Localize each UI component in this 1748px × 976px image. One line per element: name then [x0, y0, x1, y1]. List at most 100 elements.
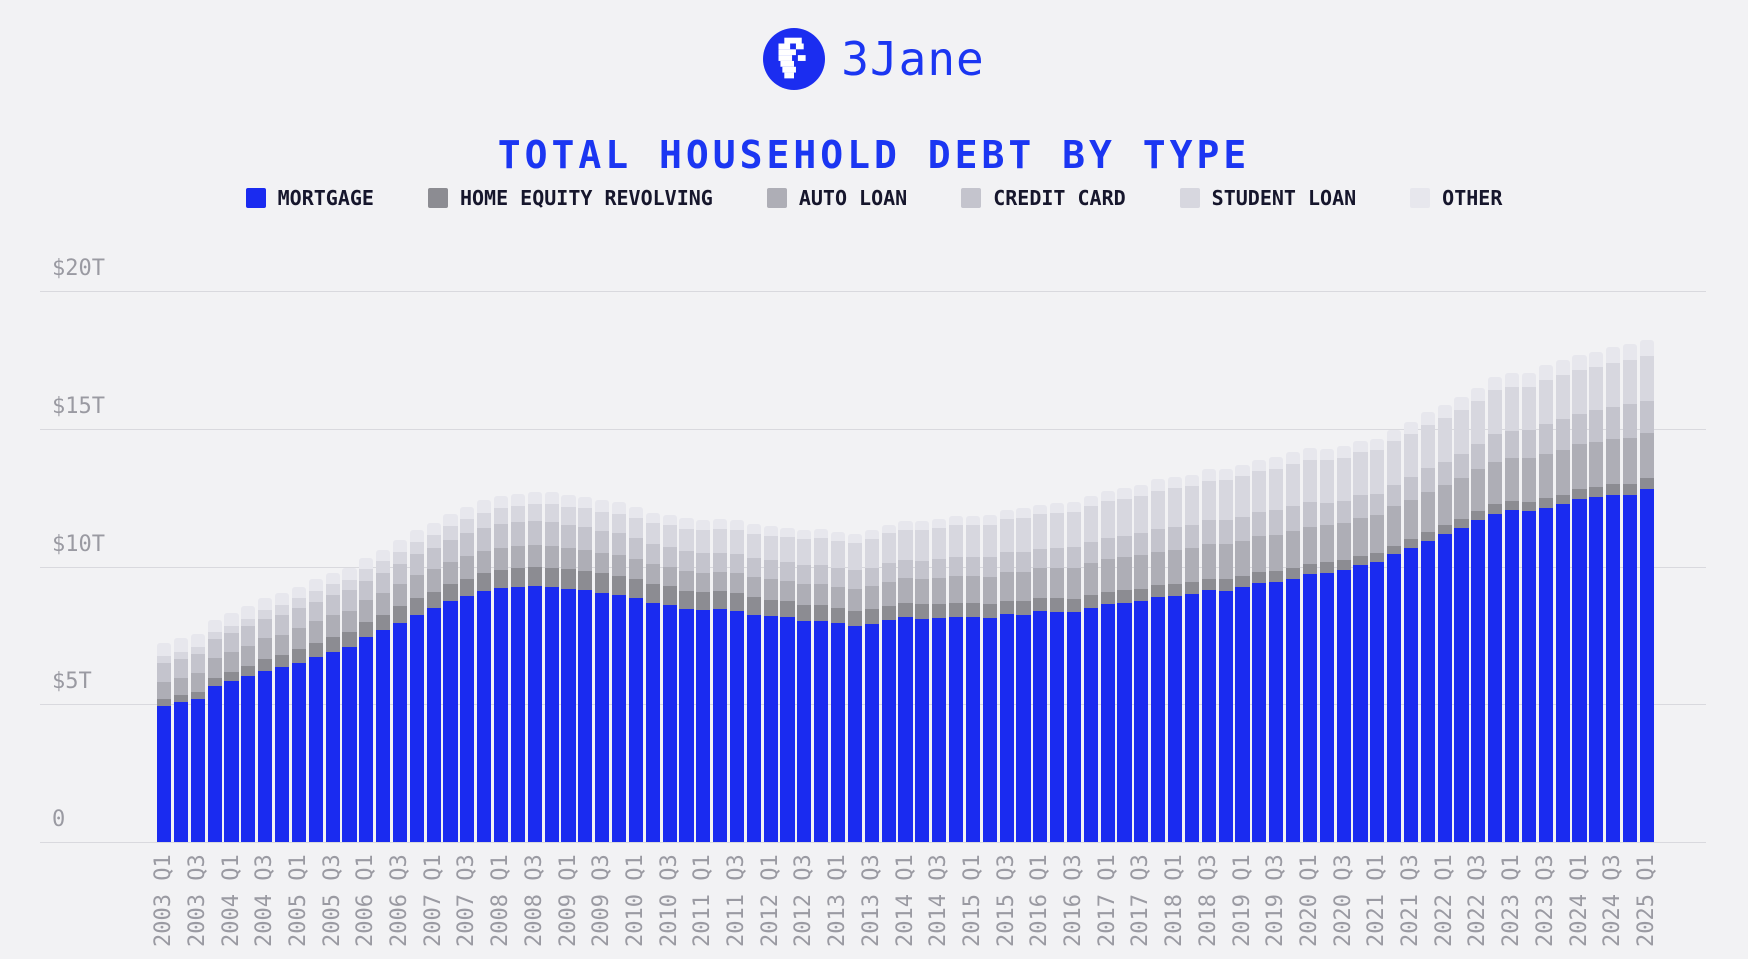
bar-2021-q2[interactable] [1387, 429, 1402, 842]
bar-2020-q1[interactable] [1302, 448, 1317, 842]
bar-2017-q4[interactable] [1151, 479, 1166, 842]
bar-2024-q1[interactable] [1572, 354, 1587, 842]
bar-2017-q1[interactable] [1100, 491, 1115, 842]
bar-2019-q3[interactable] [1269, 457, 1284, 842]
legend-item-home-equity-revolving[interactable]: HOME EQUITY REVOLVING [427, 186, 713, 210]
bar-2006-q4[interactable] [409, 530, 424, 842]
bar-2011-q1[interactable] [696, 519, 711, 842]
bar-2008-q1[interactable] [494, 496, 509, 842]
bar-2019-q4[interactable] [1285, 452, 1301, 842]
bar-2007-q2[interactable] [443, 514, 458, 842]
bar-2018-q1[interactable] [1168, 477, 1183, 842]
bar-2010-q3[interactable] [662, 514, 677, 842]
bar-2024-q4[interactable] [1622, 344, 1638, 842]
bar-2014-q2[interactable] [915, 520, 930, 842]
bar-2019-q2[interactable] [1252, 459, 1267, 842]
bar-2022-q1[interactable] [1437, 405, 1452, 842]
legend-item-credit-card[interactable]: CREDIT CARD [961, 186, 1126, 210]
bar-2022-q3[interactable] [1471, 387, 1486, 842]
bar-2013-q3[interactable] [864, 530, 879, 842]
bar-2003-q2[interactable] [173, 638, 189, 842]
bar-2021-q3[interactable] [1403, 422, 1419, 842]
bar-2023-q1[interactable] [1505, 372, 1520, 842]
bar-2006-q1[interactable] [359, 558, 374, 842]
bar-2007-q4[interactable] [477, 500, 492, 842]
bar-2015-q3[interactable] [999, 510, 1014, 842]
bar-segment-other [1403, 422, 1419, 434]
bar-segment-auto-loan [1083, 563, 1098, 596]
bar-2017-q3[interactable] [1134, 484, 1149, 842]
bar-2023-q4[interactable] [1555, 360, 1570, 842]
bar-2005-q2[interactable] [308, 579, 323, 842]
legend-item-auto-loan[interactable]: AUTO LOAN [766, 186, 907, 210]
bar-2006-q3[interactable] [392, 540, 408, 842]
bar-2021-q1[interactable] [1370, 438, 1385, 842]
bar-2014-q4[interactable] [948, 516, 964, 842]
bar-2012-q1[interactable] [763, 526, 778, 842]
bar-2011-q4[interactable] [746, 524, 761, 842]
bar-segment-other [510, 493, 526, 506]
bar-2005-q3[interactable] [325, 572, 340, 842]
bar-2010-q2[interactable] [645, 512, 660, 842]
bar-2018-q3[interactable] [1201, 469, 1216, 842]
legend-item-student-loan[interactable]: STUDENT LOAN [1179, 186, 1356, 210]
bar-segment-other [763, 526, 778, 536]
bar-2020-q4[interactable] [1353, 440, 1368, 842]
bar-2003-q4[interactable] [207, 619, 222, 842]
bar-2020-q2[interactable] [1319, 448, 1334, 842]
bar-2009-q4[interactable] [611, 502, 627, 842]
bar-2022-q2[interactable] [1454, 397, 1469, 842]
bar-2014-q3[interactable] [932, 519, 947, 842]
bar-2013-q1[interactable] [831, 532, 846, 842]
bar-2007-q1[interactable] [426, 523, 441, 842]
bar-2009-q1[interactable] [561, 495, 576, 842]
bar-2013-q4[interactable] [881, 524, 896, 842]
bar-2024-q3[interactable] [1606, 347, 1621, 842]
bar-2016-q4[interactable] [1083, 495, 1098, 842]
bar-2009-q3[interactable] [595, 500, 610, 842]
bar-2016-q2[interactable] [1050, 503, 1065, 842]
bar-2015-q4[interactable] [1016, 508, 1031, 842]
bar-2011-q3[interactable] [729, 520, 745, 842]
bar-segment-credit-card [291, 608, 306, 628]
bar-2018-q2[interactable] [1184, 475, 1200, 842]
bar-2022-q4[interactable] [1488, 376, 1503, 842]
bar-2024-q2[interactable] [1589, 351, 1604, 842]
bar-2008-q3[interactable] [527, 492, 542, 842]
bar-2016-q3[interactable] [1066, 501, 1082, 842]
bar-2014-q1[interactable] [898, 520, 913, 842]
bar-2021-q4[interactable] [1420, 412, 1435, 842]
bar-2015-q2[interactable] [982, 515, 997, 842]
bar-2020-q3[interactable] [1336, 446, 1351, 842]
bar-2008-q2[interactable] [510, 493, 526, 842]
legend-item-other[interactable]: OTHER [1410, 186, 1502, 210]
bar-2005-q1[interactable] [291, 586, 306, 842]
bar-2010-q4[interactable] [679, 518, 694, 842]
bar-2005-q4[interactable] [342, 568, 357, 842]
bar-2008-q4[interactable] [544, 492, 559, 842]
bar-2015-q1[interactable] [965, 515, 980, 842]
bar-2007-q3[interactable] [460, 506, 475, 842]
bar-2009-q2[interactable] [578, 497, 593, 842]
bar-2004-q3[interactable] [258, 598, 273, 842]
bar-2012-q4[interactable] [814, 529, 829, 842]
bar-2012-q3[interactable] [797, 530, 812, 842]
bar-2003-q1[interactable] [157, 642, 172, 842]
bar-2025-q1[interactable] [1639, 340, 1654, 842]
bar-2006-q2[interactable] [376, 549, 391, 842]
bar-2003-q3[interactable] [190, 633, 205, 842]
bar-2004-q2[interactable] [241, 606, 256, 842]
legend-item-mortgage[interactable]: MORTGAGE [245, 186, 374, 210]
bar-2023-q2[interactable] [1521, 372, 1537, 842]
bar-2012-q2[interactable] [780, 527, 795, 842]
bar-2004-q1[interactable] [224, 613, 239, 842]
bar-2004-q4[interactable] [274, 593, 290, 842]
bar-2011-q2[interactable] [713, 519, 728, 842]
bar-2018-q4[interactable] [1218, 468, 1233, 842]
bar-2019-q1[interactable] [1235, 465, 1250, 842]
bar-2023-q3[interactable] [1538, 365, 1553, 842]
bar-2010-q1[interactable] [628, 506, 643, 842]
bar-2016-q1[interactable] [1033, 504, 1048, 842]
bar-2013-q2[interactable] [847, 533, 863, 842]
bar-2017-q2[interactable] [1117, 488, 1132, 842]
